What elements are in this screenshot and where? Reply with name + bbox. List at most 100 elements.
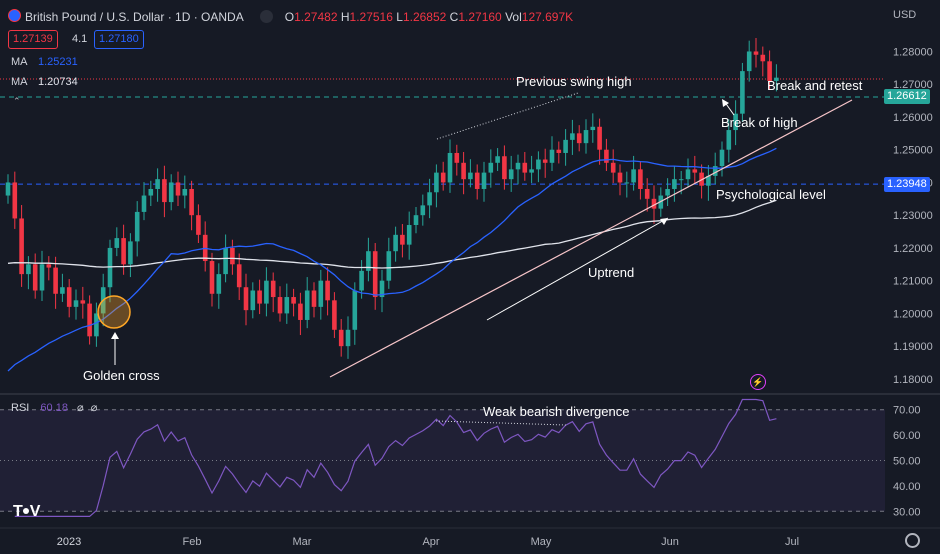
candle-body-3 [26, 264, 31, 275]
rsi-legend[interactable]: RSI 60.18 ⌀ ⌀ [11, 402, 98, 414]
candle-body-37 [257, 290, 262, 304]
candle-body-111 [760, 54, 766, 62]
candle-body-85 [583, 130, 589, 144]
settings-icon[interactable]: ⌀ [90, 402, 98, 414]
candle-body-84 [576, 133, 582, 144]
candle-body-65 [447, 152, 453, 183]
candle-body-15 [107, 247, 113, 288]
candle-body-59 [406, 225, 412, 245]
rsi-line [14, 398, 777, 517]
eye-icon[interactable]: ⌀ [77, 402, 84, 414]
uptrend-arrowhead [660, 218, 668, 225]
rsi-tick-2: 50.00 [893, 456, 921, 468]
candle-body-91 [624, 182, 630, 184]
candle-body-77 [529, 169, 534, 173]
candle-body-38 [264, 280, 269, 304]
price-tick-1: 1.27000 [893, 79, 933, 91]
price-tick-9: 1.19000 [893, 341, 933, 353]
candle-body-95 [651, 198, 657, 209]
candle-body-40 [277, 297, 283, 314]
candle-body-60 [413, 215, 419, 226]
candle-body-61 [420, 205, 426, 216]
candle-body-63 [434, 172, 439, 193]
candle-body-39 [270, 280, 276, 298]
candle-body-79 [542, 159, 548, 163]
candle-body-54 [372, 251, 378, 298]
open-value: 1.27482 [294, 10, 338, 24]
price-tick-0: 1.28000 [893, 46, 933, 58]
time-tick-1: Feb [183, 536, 202, 548]
candle-body-93 [638, 169, 643, 189]
time-tick-2: Mar [293, 536, 312, 548]
candle-body-108 [740, 71, 745, 114]
annotation-weak-bearish-divergence: Weak bearish divergence [483, 404, 630, 419]
uptrend-line [329, 99, 853, 378]
candle-body-112 [767, 61, 772, 81]
hide-indicator-icon[interactable] [260, 10, 274, 23]
candle-body-2 [19, 218, 24, 275]
candle-body-58 [400, 234, 405, 245]
candle-body-57 [393, 234, 398, 252]
candle-body-35 [243, 287, 249, 311]
ask-price-box[interactable]: 1.27180 [94, 30, 144, 49]
candle-body-31 [216, 274, 222, 294]
price-tick-8: 1.20000 [893, 308, 933, 320]
high-value: 1.27516 [349, 10, 393, 24]
ma-fast-value: 1.25231 [37, 56, 78, 68]
candle-body-20 [141, 195, 147, 212]
candle-body-76 [522, 162, 528, 173]
candle-body-52 [359, 270, 364, 291]
price-tick-6: 1.22000 [893, 243, 933, 255]
candle-body-53 [366, 251, 371, 271]
golden-cross-marker [97, 295, 131, 329]
collapse-legend-icon[interactable]: ⌃ [13, 96, 21, 106]
candle-body-56 [386, 251, 392, 281]
bid-price-box[interactable]: 1.27139 [8, 30, 58, 49]
candle-body-98 [672, 179, 677, 189]
candle-body-33 [230, 247, 235, 265]
candle-body-12 [87, 303, 92, 337]
symbol-header[interactable]: British Pound / U.S. Dollar · 1D · OANDA… [8, 9, 573, 24]
candle-body-16 [114, 238, 120, 248]
currency-label[interactable]: USD [893, 9, 917, 21]
symbol-title: British Pound / U.S. Dollar · 1D · OANDA [25, 10, 244, 24]
candle-body-88 [604, 149, 609, 163]
ma-fast-legend[interactable]: MA 1.25231 [11, 56, 78, 68]
divergence-line [435, 420, 567, 426]
candle-body-73 [502, 156, 507, 180]
candle-body-45 [311, 290, 317, 307]
candle-body-24 [168, 182, 174, 203]
low-value: 1.26852 [402, 10, 447, 24]
candle-body-49 [338, 329, 344, 347]
candle-body-32 [223, 247, 228, 275]
lightning-icon[interactable]: ⚡ [750, 374, 766, 390]
rsi-tick-0: 70.00 [893, 405, 921, 417]
candle-body-72 [495, 156, 500, 163]
candle-body-36 [250, 290, 256, 311]
annotation-previous-swing-high: Previous swing high [516, 74, 632, 89]
ma-slow-value: 1.20734 [37, 76, 78, 88]
candle-body-66 [454, 152, 460, 163]
candle-body-87 [597, 126, 602, 150]
candle-body-109 [746, 51, 752, 72]
annotation-break-and-retest: Break and retest [767, 78, 863, 93]
price-tick-7: 1.21000 [893, 276, 933, 288]
close-value: 1.27160 [458, 10, 502, 24]
candle-body-62 [427, 192, 432, 206]
candle-body-71 [488, 162, 494, 173]
candle-body-75 [515, 162, 521, 170]
price-tick-2: 1.26000 [893, 112, 933, 124]
flag-icon [8, 9, 21, 22]
candle-body-28 [196, 215, 201, 235]
time-axis-settings-icon[interactable] [905, 533, 920, 548]
rsi-tick-3: 40.00 [893, 481, 921, 493]
ma-slow-line [7, 199, 777, 269]
candle-body-78 [536, 159, 541, 170]
candle-body-97 [665, 188, 670, 196]
candle-body-30 [209, 261, 215, 294]
ma-slow-legend[interactable]: MA 1.20734 [11, 76, 78, 88]
candle-body-92 [631, 169, 636, 183]
candle-body-23 [162, 179, 167, 203]
